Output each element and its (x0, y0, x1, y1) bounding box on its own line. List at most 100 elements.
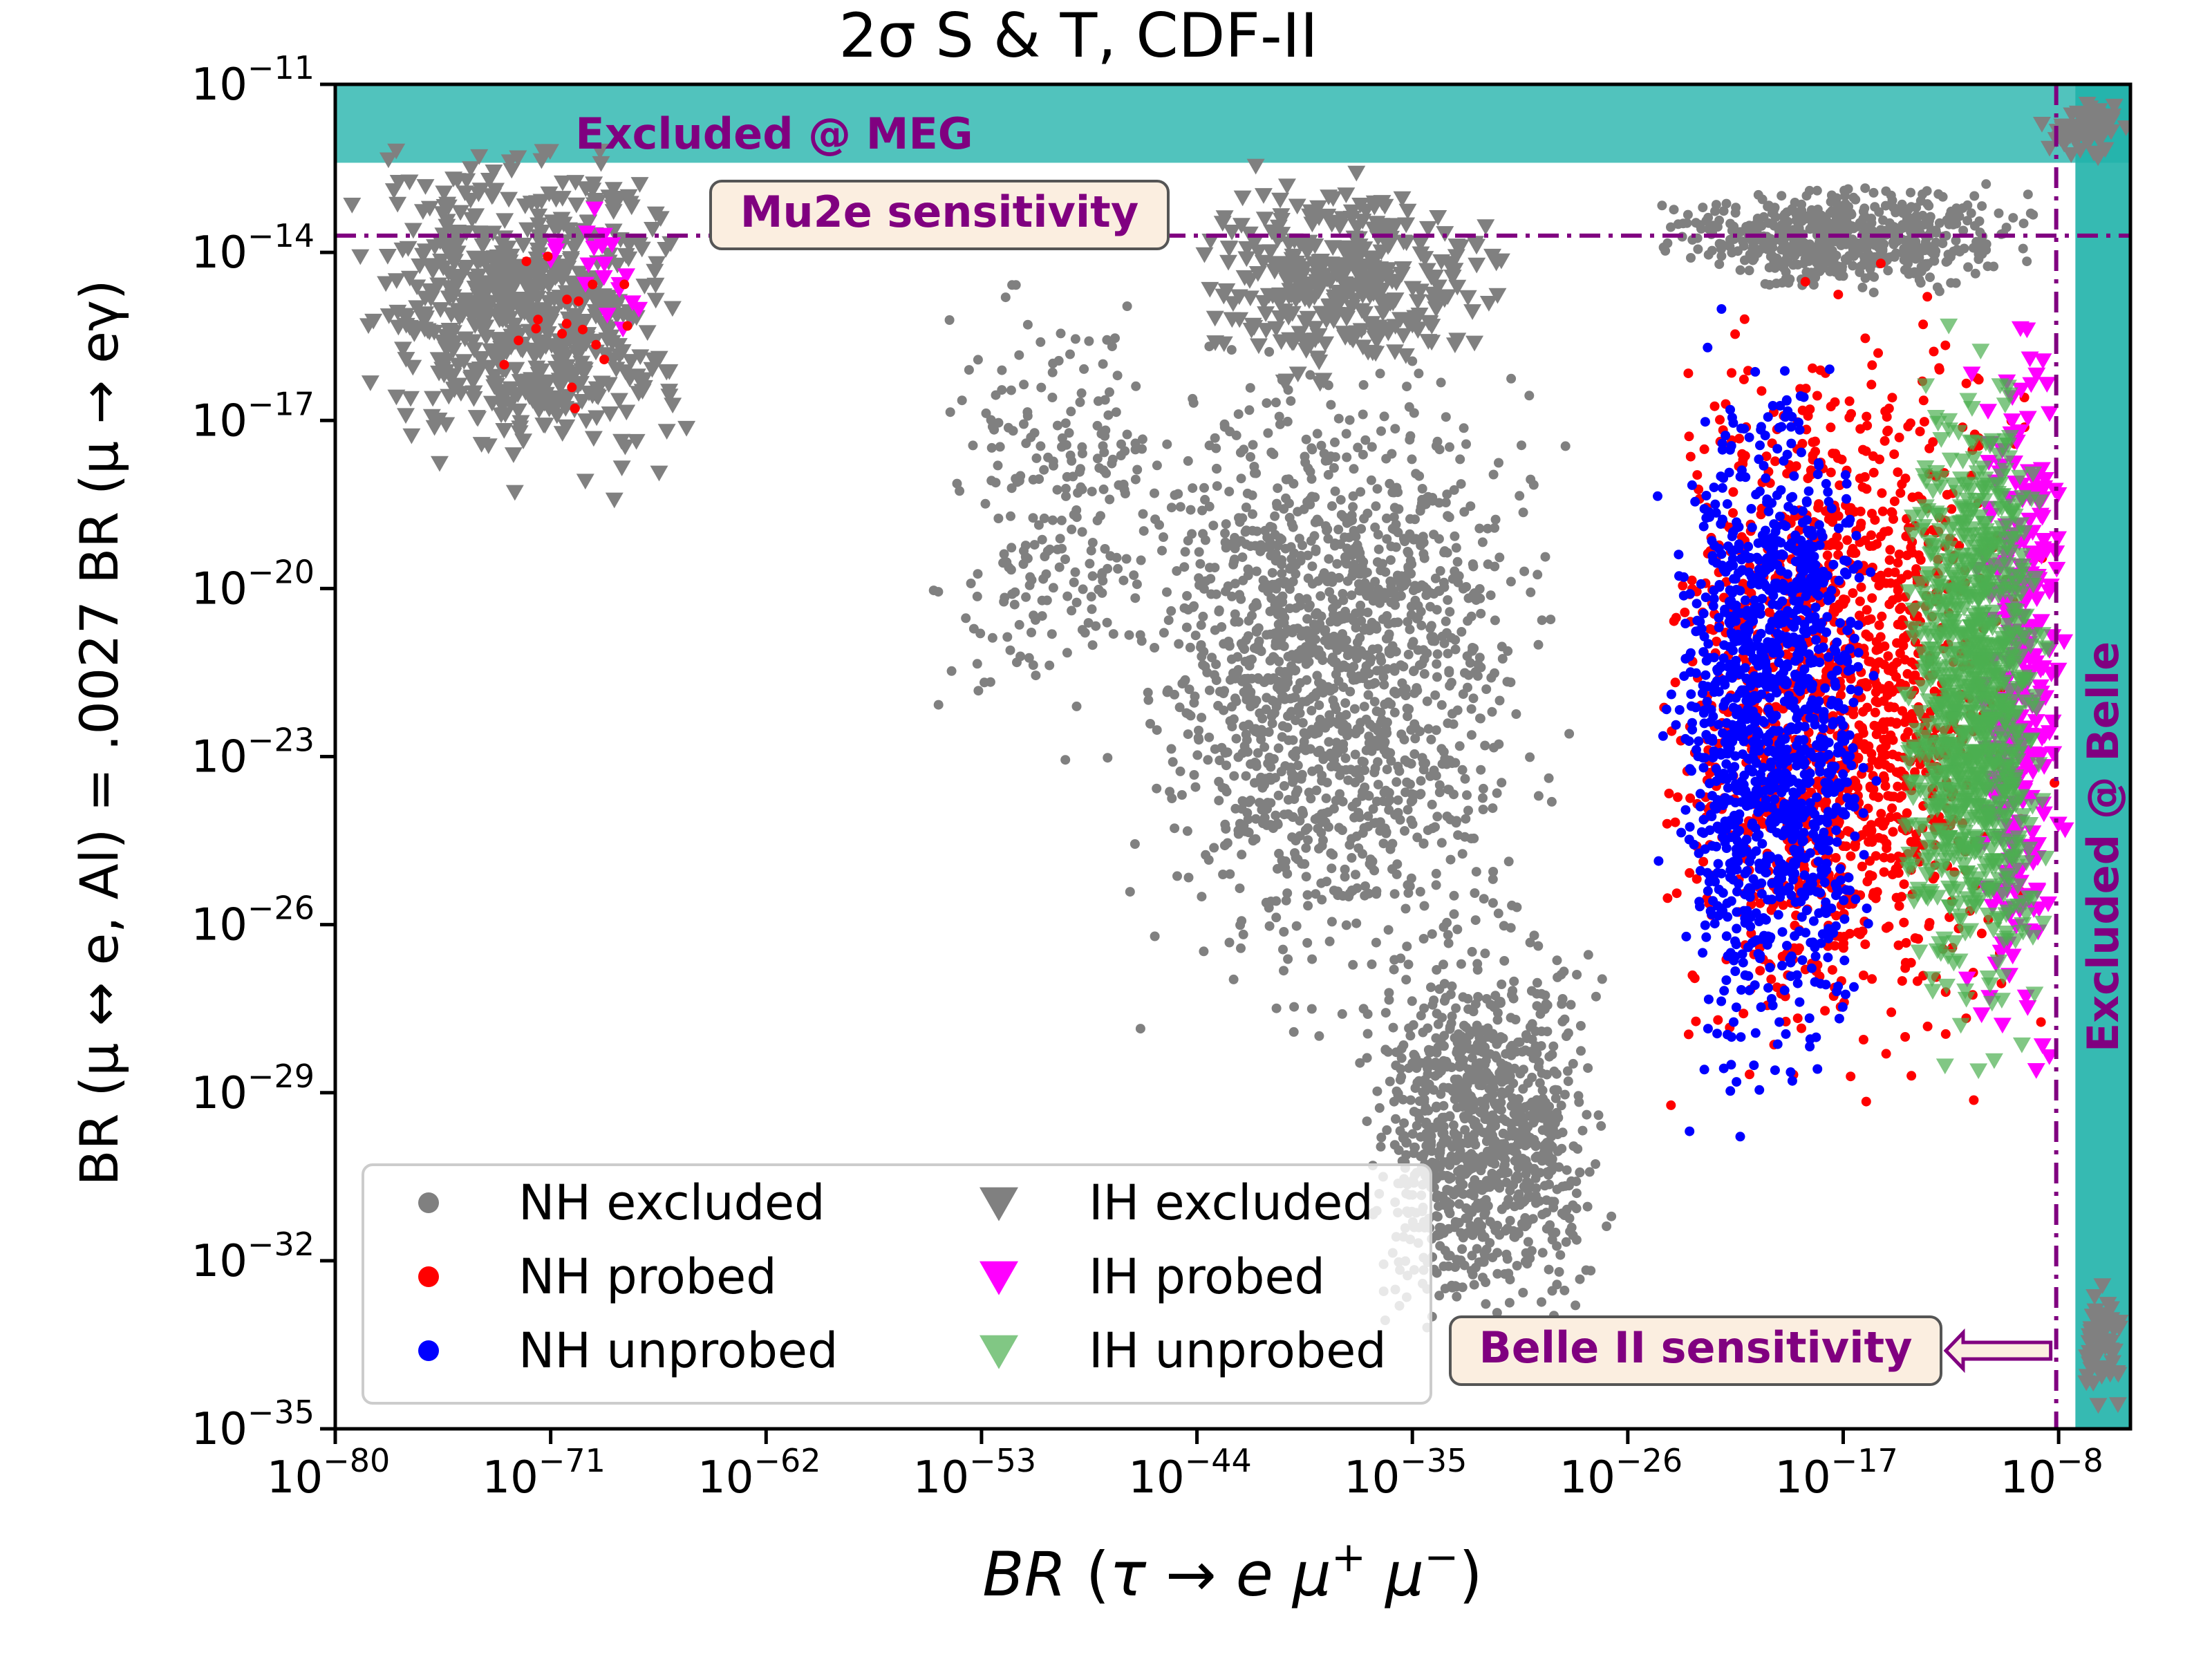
ih-excluded-point (400, 270, 419, 287)
nh-excluded-point (1098, 359, 1108, 369)
nh-excluded-point (1438, 747, 1449, 757)
nh-excluded-point (1362, 1116, 1372, 1127)
nh-excluded-point (1203, 755, 1213, 765)
nh-probed-point (1976, 928, 1987, 939)
nh-probed-point (1969, 1095, 1979, 1105)
nh-excluded-point (1469, 833, 1479, 843)
nh-excluded-point (1455, 454, 1465, 465)
nh-excluded-point (1124, 630, 1134, 640)
nh-excluded-point (1236, 943, 1246, 953)
nh-excluded-point (1129, 570, 1139, 581)
nh-excluded-point (1452, 556, 1463, 567)
nh-excluded-point (1105, 494, 1115, 505)
ih-excluded-point (567, 344, 585, 361)
nh-excluded-point (1236, 474, 1246, 484)
nh-excluded-point (1941, 256, 1951, 267)
ih-excluded-point (411, 258, 429, 274)
nh-excluded-point (1475, 713, 1485, 724)
nh-excluded-point (1234, 513, 1244, 523)
nh-excluded-point (1077, 527, 1087, 537)
ih-excluded-point (433, 334, 452, 350)
nh-excluded-point (1100, 544, 1110, 554)
nh-excluded-point (1411, 469, 1421, 479)
nh-excluded-point (1218, 688, 1228, 699)
nh-excluded-point (1229, 771, 1239, 781)
nh-excluded-point (1277, 555, 1287, 565)
nh-excluded-point (1535, 1078, 1545, 1088)
nh-probed-point (1867, 509, 1877, 518)
nh-excluded-point (1439, 1200, 1450, 1210)
nh-excluded-point (985, 677, 995, 687)
ih-excluded-point (445, 225, 464, 242)
nh-excluded-point (1492, 1248, 1503, 1258)
nh-excluded-point (1421, 1117, 1432, 1127)
nh-excluded-point (1400, 787, 1411, 798)
nh-excluded-point (1777, 278, 1788, 288)
nh-probed-point (1670, 817, 1680, 827)
nh-probed-point (514, 335, 524, 346)
nh-excluded-point (1477, 537, 1488, 547)
nh-excluded-point (1441, 616, 1451, 626)
nh-excluded-point (1137, 444, 1147, 454)
nh-excluded-point (1246, 452, 1255, 462)
nh-excluded-point (1508, 1226, 1519, 1236)
nh-excluded-point (1300, 729, 1310, 739)
nh-excluded-point (1290, 692, 1300, 702)
ih-probed-point (595, 256, 614, 273)
nh-excluded-point (1214, 605, 1224, 615)
nh-excluded-point (1407, 559, 1417, 570)
nh-excluded-point (1442, 812, 1452, 821)
nh-excluded-point (1552, 1241, 1562, 1251)
nh-excluded-point (1214, 796, 1224, 806)
nh-excluded-point (1801, 191, 1812, 201)
nh-excluded-point (1455, 1049, 1465, 1059)
nh-excluded-point (1209, 670, 1219, 680)
nh-excluded-point (1312, 429, 1322, 439)
nh-excluded-point (1314, 677, 1324, 688)
nh-excluded-point (1822, 247, 1833, 258)
nh-excluded-point (1233, 752, 1244, 762)
nh-excluded-point (1525, 1253, 1535, 1264)
ih-excluded-point (486, 282, 505, 298)
nh-excluded-point (1067, 606, 1077, 616)
nh-excluded-point (1477, 1105, 1487, 1116)
nh-excluded-point (1438, 577, 1449, 588)
nh-excluded-point (1932, 282, 1942, 292)
nh-excluded-point (1152, 783, 1162, 794)
nh-excluded-point (998, 558, 1009, 568)
nh-excluded-point (1460, 774, 1470, 784)
nh-excluded-point (999, 549, 1009, 559)
nh-excluded-point (1537, 1113, 1548, 1123)
nh-excluded-point (1323, 682, 1333, 692)
nh-excluded-point (1779, 243, 1789, 254)
nh-excluded-point (1693, 244, 1703, 254)
nh-excluded-point (1062, 591, 1073, 601)
nh-excluded-point (1052, 544, 1062, 554)
nh-excluded-point (1591, 1159, 1601, 1169)
ih-excluded-point (504, 447, 523, 463)
nh-excluded-point (1183, 729, 1193, 740)
ih-excluded-point (482, 395, 501, 412)
nh-excluded-point (968, 440, 978, 451)
nh-excluded-point (1443, 1082, 1454, 1093)
ih-excluded-point (465, 372, 483, 388)
nh-excluded-point (1011, 280, 1021, 290)
nh-probed-point (1848, 588, 1858, 598)
nh-excluded-point (1714, 259, 1725, 270)
nh-excluded-point (1418, 765, 1429, 775)
nh-excluded-point (1084, 336, 1094, 346)
nh-excluded-point (1494, 552, 1505, 563)
nh-excluded-point (1360, 782, 1370, 792)
ih-excluded-point (474, 238, 492, 254)
nh-probed-point (1893, 558, 1903, 568)
nh-excluded-point (1386, 541, 1396, 552)
nh-excluded-point (1006, 483, 1017, 494)
ih-excluded-point (467, 410, 486, 426)
nh-excluded-point (1335, 495, 1346, 505)
nh-excluded-point (1370, 678, 1380, 688)
nh-excluded-point (1422, 696, 1432, 706)
nh-excluded-point (1061, 491, 1071, 501)
nh-excluded-point (1429, 529, 1439, 540)
nh-excluded-point (1000, 292, 1011, 303)
ih-excluded-point (499, 302, 518, 319)
